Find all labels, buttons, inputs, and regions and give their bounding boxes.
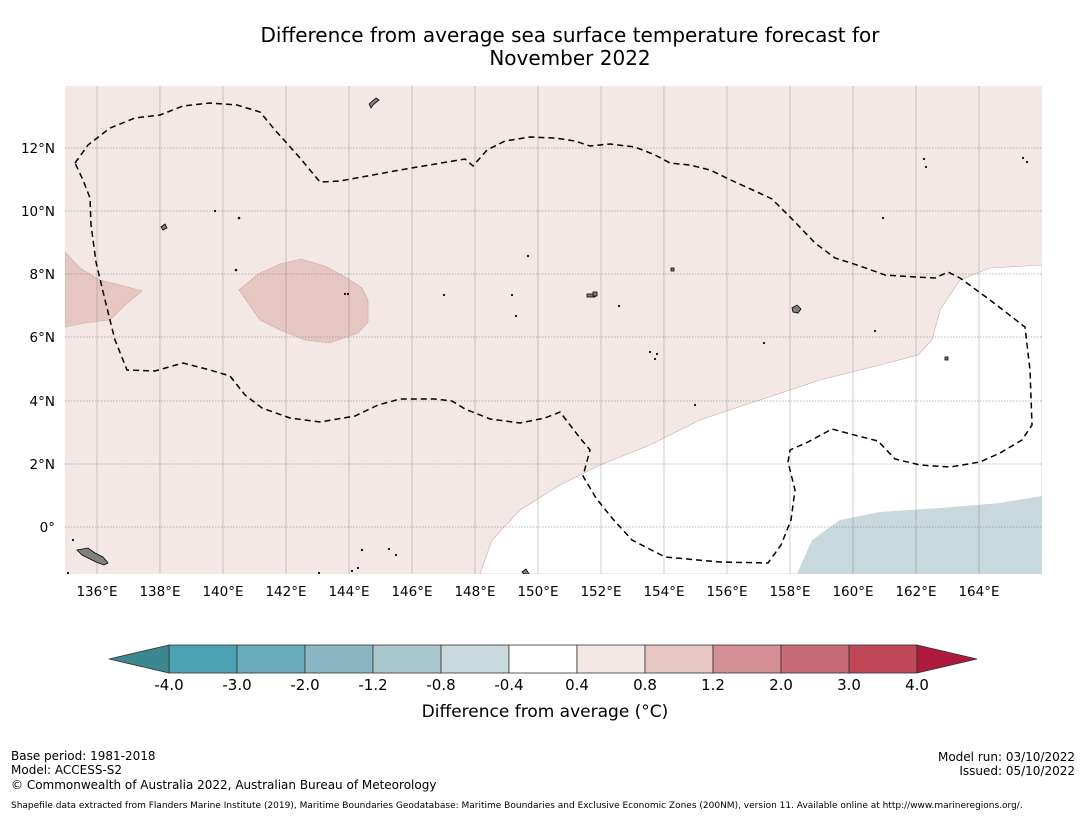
colorbar-segment: [644, 644, 714, 674]
colorbar-tick-label: 4.0: [905, 676, 929, 694]
colorbar: -4.0 -3.0 -2.0 -1.2 -0.8 -0.4 0.4 0.8 1.…: [108, 644, 978, 694]
colorbar-tick-labels: -4.0 -3.0 -2.0 -1.2 -0.8 -0.4 0.4 0.8 1.…: [154, 676, 929, 694]
lon-label: 138°E: [139, 584, 180, 600]
colorbar-segment: [304, 644, 374, 674]
lat-label: 12°N: [21, 141, 55, 157]
colorbar-segments: [168, 644, 918, 674]
copyright-text: © Commonwealth of Australia 2022, Austra…: [11, 778, 437, 792]
lon-label: 140°E: [202, 584, 243, 600]
colorbar-segment: [372, 644, 442, 674]
footer-right: Model run: 03/10/2022 Issued: 05/10/2022: [938, 750, 1075, 778]
chart-title-line2: November 2022: [489, 46, 651, 70]
lon-label: 158°E: [769, 584, 810, 600]
lon-label: 150°E: [517, 584, 558, 600]
lat-label: 2°N: [30, 457, 55, 473]
eez-boundary-lines: [74, 102, 1033, 564]
lat-label: 8°N: [30, 267, 55, 283]
warm-anomaly-patch-central: [238, 258, 369, 344]
colorbar-tick-label: -1.2: [358, 676, 387, 694]
chart-title-line1: Difference from average sea surface temp…: [260, 23, 880, 47]
lon-label: 156°E: [706, 584, 747, 600]
longitude-gridlines: [96, 86, 980, 574]
cool-anomaly-region: [797, 496, 1042, 574]
colorbar-segment: [508, 644, 578, 674]
lon-label: 162°E: [895, 584, 936, 600]
latitude-labels: 12°N 10°N 8°N 6°N 4°N 2°N 0°: [21, 141, 55, 536]
neutral-anomaly-region: [479, 264, 1042, 574]
colorbar-tick-label: -0.4: [494, 676, 523, 694]
lon-label: 164°E: [958, 584, 999, 600]
lat-label: 10°N: [21, 204, 55, 220]
colorbar-over-arrow: [916, 644, 978, 674]
longitude-labels: 136°E 138°E 140°E 142°E 144°E 146°E 148°…: [76, 584, 999, 600]
colorbar-segment: [236, 644, 306, 674]
colorbar-tick-label: 1.2: [701, 676, 725, 694]
colorbar-segment: [576, 644, 646, 674]
model-text: Model: ACCESS-S2: [11, 763, 123, 777]
colorbar-segment: [780, 644, 850, 674]
sst-anomaly-map: 12°N 10°N 8°N 6°N 4°N 2°N 0° 136°E 138°E…: [21, 86, 1042, 600]
lon-label: 154°E: [643, 584, 684, 600]
footer-left: Base period: 1981-2018 Model: ACCESS-S2: [11, 749, 156, 777]
lat-label: 0°: [40, 520, 55, 536]
colorbar-tick-label: 3.0: [837, 676, 861, 694]
colorbar-tick-label: -0.8: [426, 676, 455, 694]
lon-label: 148°E: [454, 584, 495, 600]
lon-label: 144°E: [328, 584, 369, 600]
lon-label: 146°E: [391, 584, 432, 600]
colorbar-tick-label: 2.0: [769, 676, 793, 694]
colorbar-under-arrow: [108, 644, 170, 674]
colorbar-tick-label: -2.0: [290, 676, 319, 694]
colorbar-segment: [168, 644, 238, 674]
model-run-text: Model run: 03/10/2022: [937, 750, 1075, 764]
shapefile-credit-text: Shapefile data extracted from Flanders M…: [11, 801, 1023, 811]
colorbar-tick-label: -3.0: [222, 676, 251, 694]
lon-label: 152°E: [580, 584, 621, 600]
lon-label: 160°E: [832, 584, 873, 600]
latitude-gridlines: [65, 147, 1042, 528]
lon-label: 142°E: [265, 584, 306, 600]
colorbar-segment: [712, 644, 782, 674]
base-period-text: Base period: 1981-2018: [11, 749, 156, 763]
land-islands: [66, 97, 1029, 574]
colorbar-segment: [440, 644, 510, 674]
colorbar-segment: [848, 644, 918, 674]
colorbar-tick-label: 0.4: [565, 676, 589, 694]
lat-label: 4°N: [30, 394, 55, 410]
colorbar-tick-label: -4.0: [154, 676, 183, 694]
colorbar-title: Difference from average (°C): [421, 702, 669, 722]
colorbar-tick-label: 0.8: [633, 676, 657, 694]
lat-label: 6°N: [30, 330, 55, 346]
issued-text: Issued: 05/10/2022: [959, 764, 1075, 778]
lon-label: 136°E: [76, 584, 117, 600]
